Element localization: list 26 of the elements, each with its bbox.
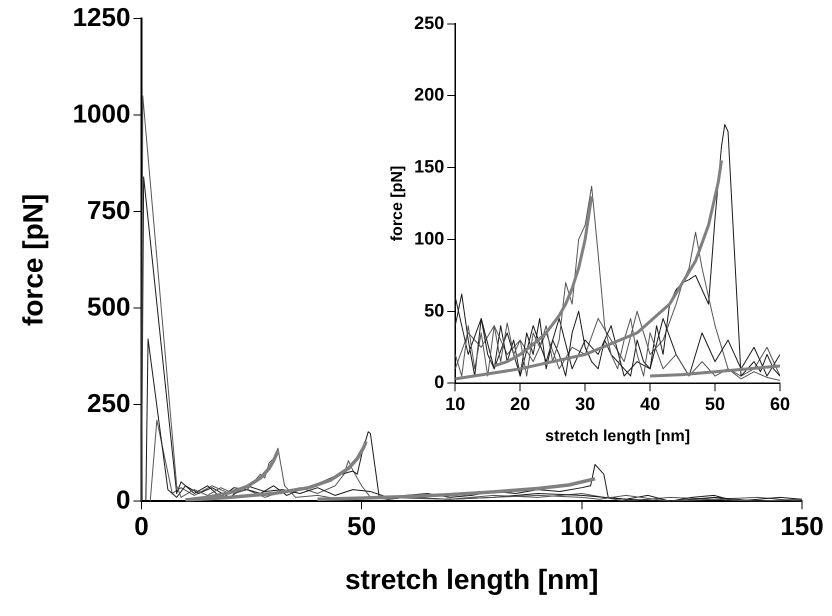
x-axis-title: stretch length [nm] — [545, 428, 690, 445]
x-tick-label: 50 — [347, 510, 376, 541]
y-axis-title: force [pN] — [18, 194, 49, 326]
y-tick-label: 150 — [414, 156, 444, 177]
x-tick-label: 100 — [560, 510, 604, 541]
y-axis-title: force [pN] — [389, 166, 406, 242]
y-tick-label: 0 — [434, 372, 444, 392]
x-tick-label: 150 — [780, 510, 824, 541]
x-tick-label: 20 — [510, 394, 530, 414]
y-tick-label: 1000 — [72, 98, 130, 128]
x-tick-label: 60 — [770, 394, 790, 414]
x-tick-label: 0 — [134, 510, 149, 541]
y-tick-label: 500 — [87, 291, 130, 322]
y-tick-label: 250 — [87, 388, 130, 418]
x-axis-title: stretch length [nm] — [344, 564, 598, 595]
y-tick-label: 100 — [414, 228, 444, 248]
y-tick-label: 200 — [414, 84, 444, 105]
y-tick-label: 1250 — [72, 2, 130, 32]
x-tick-label: 50 — [705, 394, 726, 414]
y-tick-label: 0 — [116, 484, 130, 514]
y-tick-label: 50 — [424, 300, 444, 320]
y-tick-label: 250 — [414, 12, 444, 33]
x-tick-label: 30 — [575, 394, 596, 414]
x-tick-label: 40 — [640, 394, 660, 414]
y-tick-label: 750 — [87, 194, 130, 225]
x-tick-label: 10 — [445, 394, 466, 414]
